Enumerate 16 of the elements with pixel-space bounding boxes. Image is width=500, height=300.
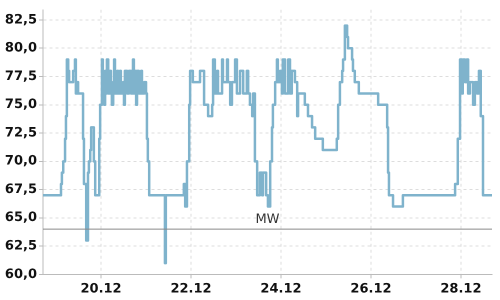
ref-line-label: MW [255, 212, 280, 228]
y-tick-label: 82,5 [4, 12, 37, 28]
y-tick-label: 67,5 [4, 182, 37, 197]
x-tick-label: 28.12 [440, 282, 482, 297]
y-tick-label: 60,0 [4, 266, 37, 282]
y-tick-label: 62,5 [4, 238, 37, 254]
y-tick-label: 77,5 [4, 68, 37, 84]
x-tick-label: 24.12 [260, 282, 302, 297]
y-tick-label: 72,5 [4, 125, 37, 140]
x-tick-label: 26.12 [350, 282, 392, 297]
x-tick-label: 22.12 [170, 282, 212, 297]
y-tick-label: 80,0 [4, 40, 37, 56]
y-tick-label: 70,0 [4, 154, 37, 169]
y-tick-label: 75,0 [4, 97, 37, 112]
y-tick-label: 65,0 [4, 210, 37, 226]
x-tick-label: 20.12 [80, 282, 122, 297]
